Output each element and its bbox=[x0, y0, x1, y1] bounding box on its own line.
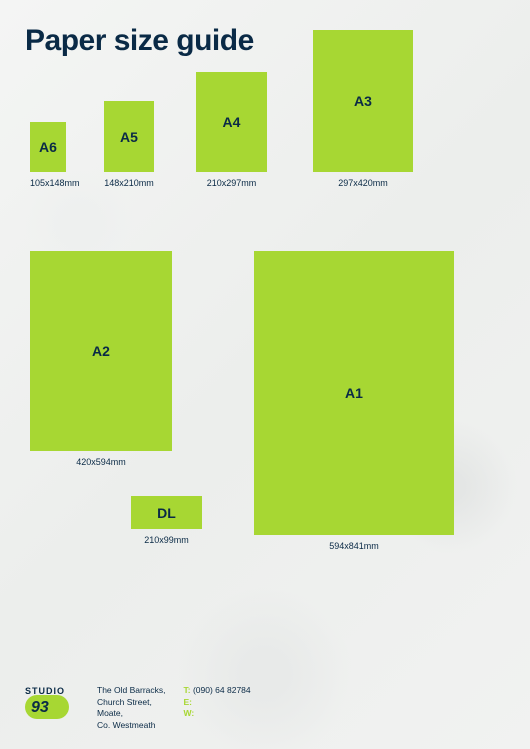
swatch-a2: A2 bbox=[30, 251, 172, 451]
swatch-a3-label: A3 bbox=[354, 93, 372, 109]
address-line1: The Old Barracks, bbox=[97, 685, 166, 696]
swatch-dl-label: DL bbox=[157, 505, 176, 521]
footer-contact: T: (090) 64 82784 E: W: bbox=[184, 685, 251, 719]
logo-sub-text: 93 bbox=[31, 697, 49, 719]
swatch-a2-label: A2 bbox=[92, 343, 110, 359]
contact-t-label: T: bbox=[184, 685, 191, 695]
swatch-a5-label: A5 bbox=[120, 129, 138, 145]
swatch-a6: A6 bbox=[30, 122, 66, 172]
swatch-a1: A1 bbox=[254, 251, 454, 535]
caption-a1: 594x841mm bbox=[254, 541, 454, 551]
contact-email: E: bbox=[184, 697, 251, 708]
contact-web: W: bbox=[184, 708, 251, 719]
address-line4: Co. Westmeath bbox=[97, 720, 166, 731]
swatch-a1-label: A1 bbox=[345, 385, 363, 401]
caption-a4: 210x297mm bbox=[196, 178, 267, 188]
caption-a6: 105x148mm bbox=[30, 178, 66, 188]
swatch-a6-label: A6 bbox=[39, 139, 57, 155]
caption-a3: 297x420mm bbox=[313, 178, 413, 188]
logo: STUDIO 93 bbox=[25, 685, 79, 721]
page-title: Paper size guide bbox=[25, 24, 254, 58]
address-line2: Church Street, bbox=[97, 697, 166, 708]
swatch-dl: DL bbox=[131, 496, 202, 529]
swatch-a4: A4 bbox=[196, 72, 267, 172]
swatch-a5: A5 bbox=[104, 101, 154, 172]
swatch-a4-label: A4 bbox=[223, 114, 241, 130]
contact-t-value: (090) 64 82784 bbox=[193, 685, 251, 695]
swatch-a3: A3 bbox=[313, 30, 413, 172]
caption-a5: 148x210mm bbox=[104, 178, 154, 188]
footer: STUDIO 93 The Old Barracks, Church Stree… bbox=[25, 685, 251, 731]
caption-a2: 420x594mm bbox=[30, 457, 172, 467]
contact-e-label: E: bbox=[184, 697, 193, 707]
address-line3: Moate, bbox=[97, 708, 166, 719]
contact-phone: T: (090) 64 82784 bbox=[184, 685, 251, 696]
caption-dl: 210x99mm bbox=[131, 535, 202, 545]
contact-w-label: W: bbox=[184, 708, 195, 718]
footer-address: The Old Barracks, Church Street, Moate, … bbox=[97, 685, 166, 731]
